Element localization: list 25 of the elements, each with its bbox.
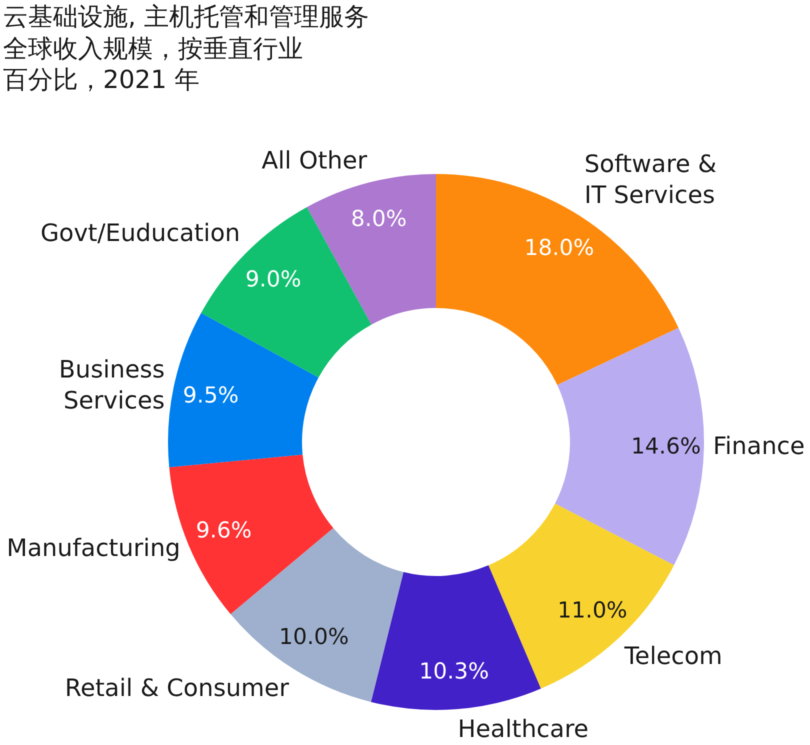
donut-slice bbox=[168, 312, 319, 468]
slice-label: Retail & Consumer bbox=[64, 674, 290, 702]
data-label: 10.3% bbox=[419, 659, 489, 684]
data-label: 14.6% bbox=[631, 434, 701, 460]
slice-label: Healthcare bbox=[458, 715, 589, 744]
data-label: 11.0% bbox=[557, 598, 628, 624]
slice-label: All Other bbox=[262, 146, 368, 175]
donut-slice bbox=[306, 174, 436, 325]
data-label: 9.0% bbox=[245, 267, 302, 292]
text: 百分比，2021 年 bbox=[3, 65, 200, 94]
slice-label: Finance bbox=[712, 432, 805, 460]
slice-label: Software & IT Services bbox=[584, 150, 717, 210]
slice-label: Manufacturing bbox=[6, 534, 180, 562]
donut-slice bbox=[370, 565, 541, 710]
data-label: 9.6% bbox=[196, 518, 252, 544]
data-label: 9.5% bbox=[182, 383, 239, 408]
slice-label: Business Services bbox=[58, 355, 165, 414]
data-label: 10.0% bbox=[279, 624, 349, 650]
slice-label: Govt/Euducation bbox=[40, 219, 240, 248]
donut-slice bbox=[555, 328, 704, 566]
chart-subtitle: 全球收入规模，按垂直行业 bbox=[3, 34, 303, 63]
chart-title: 云基础设施, 主机托管和管理服务 bbox=[3, 2, 369, 31]
data-label: 18.0% bbox=[524, 236, 594, 261]
slice-label: Telecom bbox=[623, 642, 722, 670]
data-label: 8.0% bbox=[350, 207, 407, 232]
